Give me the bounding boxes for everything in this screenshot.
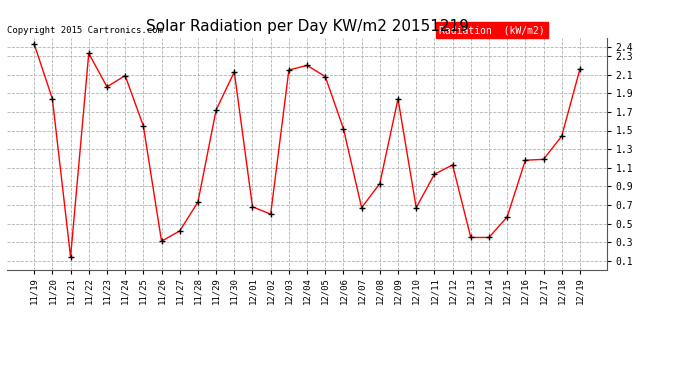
Text: Radiation  (kW/m2): Radiation (kW/m2) — [439, 25, 545, 35]
Title: Solar Radiation per Day KW/m2 20151219: Solar Radiation per Day KW/m2 20151219 — [146, 18, 469, 33]
Text: Copyright 2015 Cartronics.com: Copyright 2015 Cartronics.com — [7, 26, 163, 35]
